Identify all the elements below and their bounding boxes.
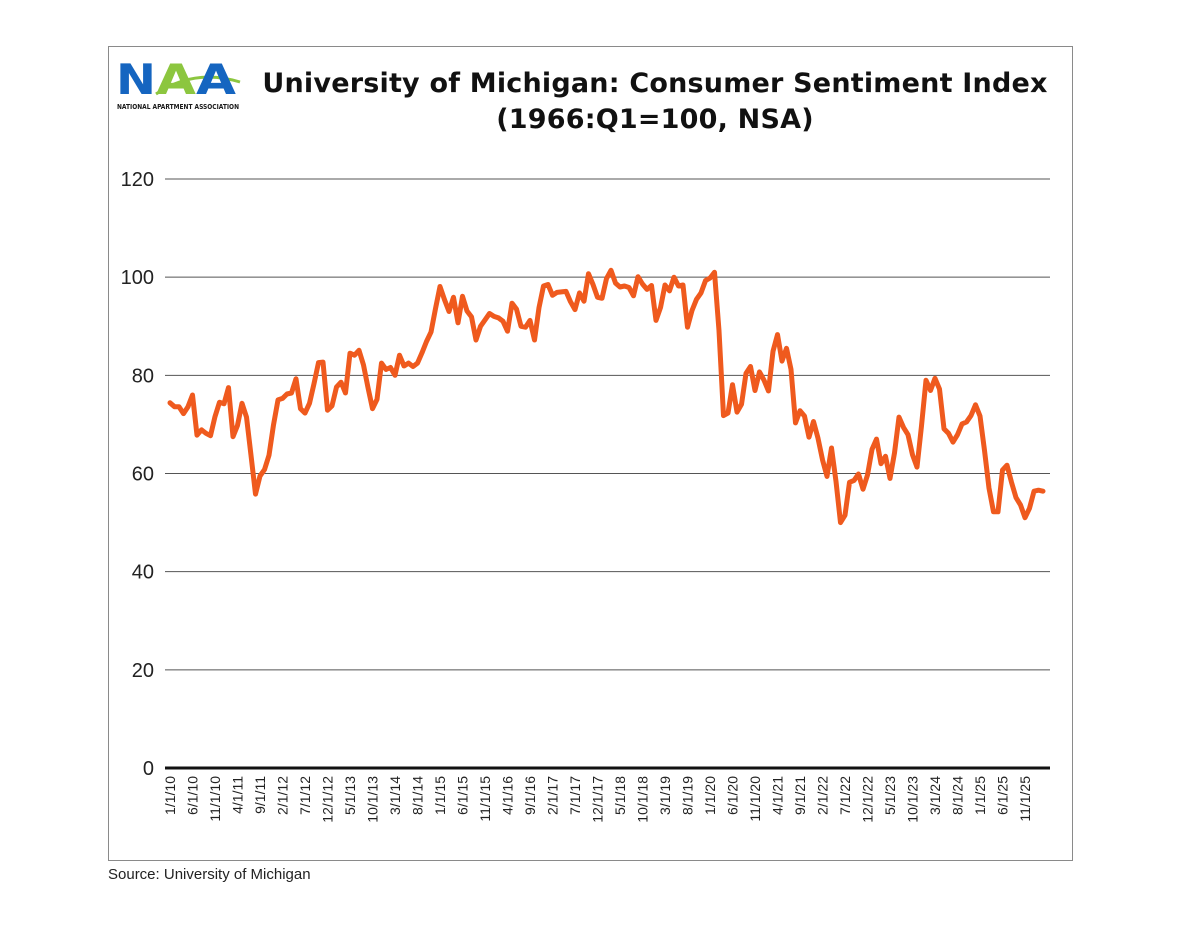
x-tick-label: 8/1/14 bbox=[410, 776, 426, 815]
chart-title-line2: (1966:Q1=100, NSA) bbox=[496, 104, 814, 135]
x-tick-label: 8/1/19 bbox=[680, 776, 696, 815]
x-tick-label: 4/1/16 bbox=[500, 776, 516, 815]
logo-swoosh bbox=[155, 75, 241, 96]
y-tick-label: 100 bbox=[121, 267, 154, 289]
x-tick-label: 3/1/19 bbox=[657, 776, 673, 815]
series-line-consumer-sentiment bbox=[167, 267, 1046, 526]
x-tick-label: 6/1/25 bbox=[995, 776, 1011, 815]
x-tick-label: 10/1/18 bbox=[635, 776, 651, 823]
chart-title: University of Michigan: Consumer Sentime… bbox=[245, 66, 1065, 138]
x-tick-label: 5/1/18 bbox=[612, 776, 628, 815]
y-tick-label: 40 bbox=[132, 562, 154, 584]
y-tick-label: 80 bbox=[132, 365, 154, 387]
x-tick-label: 2/1/22 bbox=[815, 776, 831, 815]
y-tick-label: 20 bbox=[132, 660, 154, 682]
x-tick-label: 9/1/21 bbox=[792, 776, 808, 815]
x-tick-label: 9/1/16 bbox=[522, 776, 538, 815]
x-tick-label: 10/1/13 bbox=[365, 776, 381, 823]
x-tick-label: 6/1/10 bbox=[185, 776, 201, 815]
x-tick-label: 1/1/20 bbox=[702, 776, 718, 815]
x-tick-label: 6/1/20 bbox=[725, 776, 741, 815]
x-tick-label: 8/1/24 bbox=[950, 776, 966, 815]
y-axis-ticks: 0 20 40 60 80 100 120 bbox=[121, 169, 154, 780]
logo-letter-a2: A bbox=[196, 55, 237, 104]
x-tick-label: 10/1/23 bbox=[905, 776, 921, 823]
x-tick-label: 1/1/10 bbox=[162, 776, 178, 815]
x-tick-label: 11/1/15 bbox=[477, 776, 493, 822]
x-tick-label: 3/1/14 bbox=[387, 776, 403, 815]
naa-logo: N A A NATIONAL APARTMENT ASSOCIATION bbox=[116, 55, 241, 111]
x-tick-label: 3/1/24 bbox=[927, 776, 943, 815]
chart-title-line1: University of Michigan: Consumer Sentime… bbox=[262, 68, 1048, 99]
x-tick-label: 4/1/21 bbox=[770, 776, 786, 815]
x-tick-label: 5/1/23 bbox=[882, 776, 898, 815]
x-tick-label: 1/1/25 bbox=[972, 776, 988, 815]
source-note: Source: University of Michigan bbox=[108, 866, 311, 883]
x-tick-label: 7/1/17 bbox=[567, 776, 583, 815]
series-layer bbox=[167, 267, 1046, 526]
x-tick-label: 12/1/12 bbox=[320, 776, 336, 823]
x-tick-label: 7/1/22 bbox=[837, 776, 853, 815]
x-tick-label: 12/1/17 bbox=[590, 776, 606, 823]
logo-letter-a1: A bbox=[156, 55, 197, 104]
logo-letter-n: N bbox=[116, 55, 156, 104]
x-tick-label: 2/1/12 bbox=[275, 776, 291, 815]
x-tick-label: 1/1/15 bbox=[432, 776, 448, 815]
x-tick-label: 7/1/12 bbox=[297, 776, 313, 815]
x-tick-label: 4/1/11 bbox=[230, 776, 246, 814]
x-tick-label: 5/1/13 bbox=[342, 776, 358, 815]
x-tick-label: 12/1/22 bbox=[860, 776, 876, 823]
x-axis-ticks: 1/1/10 6/1/10 11/1/10 4/1/11 9/1/11 2/1/12 7/1… bbox=[162, 776, 1033, 823]
y-tick-label: 0 bbox=[143, 758, 154, 780]
chart-frame bbox=[108, 46, 1073, 861]
x-tick-label: 11/1/20 bbox=[747, 776, 763, 822]
x-tick-label: 11/1/25 bbox=[1017, 776, 1033, 822]
logo-tagline: NATIONAL APARTMENT ASSOCIATION bbox=[117, 103, 239, 111]
grid-lines bbox=[165, 178, 1050, 770]
x-tick-label: 11/1/10 bbox=[207, 776, 223, 822]
x-tick-label: 6/1/15 bbox=[455, 776, 471, 815]
x-tick-label: 2/1/17 bbox=[545, 776, 561, 815]
x-tick-label: 9/1/11 bbox=[252, 776, 268, 814]
y-tick-label: 60 bbox=[132, 464, 154, 486]
y-tick-label: 120 bbox=[121, 169, 154, 191]
